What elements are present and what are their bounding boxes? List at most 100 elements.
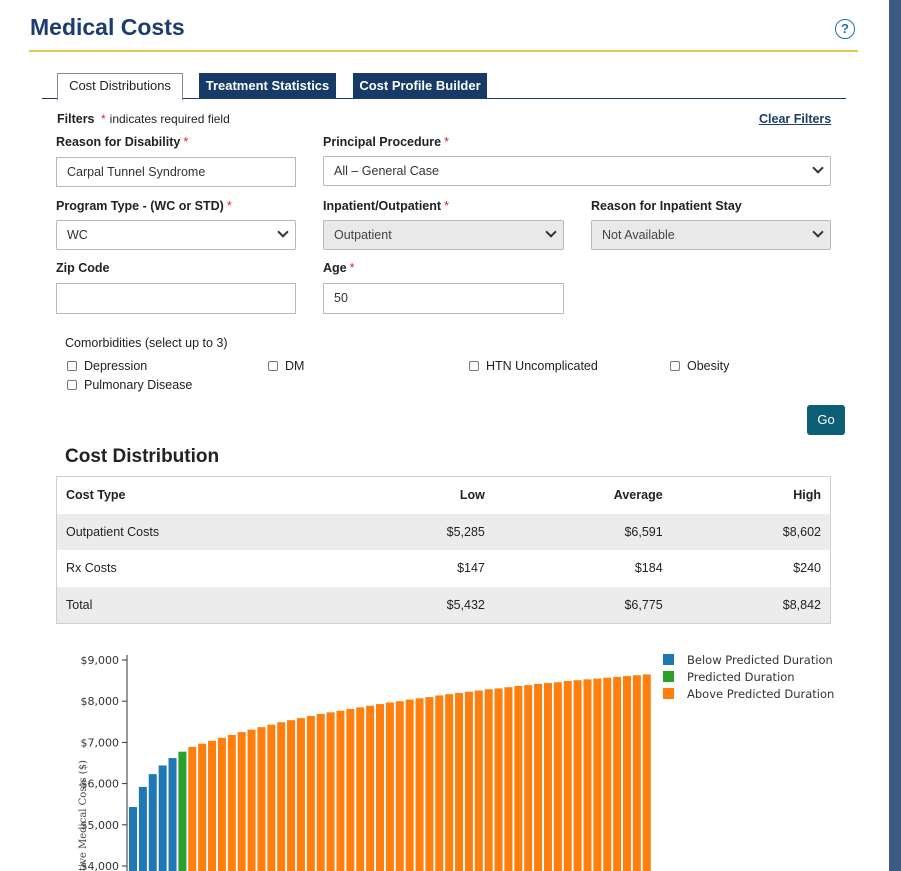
chart-bar: [534, 683, 543, 871]
required-marker: *: [183, 135, 189, 149]
chevron-down-icon: [812, 162, 824, 174]
comorbidity-pulmonary-disease[interactable]: Pulmonary Disease: [67, 378, 192, 392]
required-note-text: indicates required field: [109, 112, 230, 126]
program-type-select[interactable]: WC: [56, 220, 296, 250]
y-axis: $9,000 $8,000 $7,000 $6,000 $5,000 $4,000: [81, 654, 128, 871]
y-tick-label: $4,000: [81, 860, 120, 871]
chart-bar: [632, 675, 641, 871]
chart-bar: [573, 680, 582, 871]
clear-filters-link[interactable]: Clear Filters: [759, 112, 832, 126]
comorbidities-label: Comorbidities (select up to 3): [65, 336, 228, 350]
comorbidity-depression[interactable]: Depression: [67, 359, 147, 373]
chart-bar: [514, 685, 523, 871]
checkbox[interactable]: [469, 361, 479, 371]
legend-swatch-predicted: [663, 671, 674, 682]
chevron-down-icon: [277, 226, 289, 238]
tab-cost-distributions[interactable]: Cost Distributions: [57, 73, 183, 100]
filters-heading: Filters: [57, 112, 95, 126]
chart-bar: [603, 677, 612, 871]
table-cell: $8,602: [671, 513, 831, 550]
checkbox[interactable]: [670, 361, 680, 371]
chart-bar: [217, 737, 226, 871]
reason-inpatient-stay-value: Not Available: [602, 228, 675, 242]
chart-bar: [306, 716, 315, 871]
chart-bar: [168, 758, 177, 871]
principal-procedure-value: All – General Case: [334, 164, 439, 178]
reason-inpatient-stay-select[interactable]: Not Available: [591, 220, 831, 250]
cost-distribution-chart: $9,000 $8,000 $7,000 $6,000 $5,000 $4,000 tiv…: [78, 654, 651, 871]
comorbidity-obesity[interactable]: Obesity: [670, 359, 729, 373]
chevron-down-icon: [812, 226, 824, 238]
required-marker: *: [349, 261, 355, 275]
zip-code-input[interactable]: [56, 283, 296, 314]
chart-bar: [326, 712, 335, 871]
table-cell: Total: [56, 586, 317, 623]
chart-bar: [277, 722, 286, 871]
chart-bar: [395, 701, 404, 871]
legend-swatch-above: [663, 688, 674, 699]
tab-treatment-statistics[interactable]: Treatment Statistics: [199, 73, 336, 99]
chart-bar: [455, 692, 464, 871]
chart-bar: [178, 751, 187, 871]
chart-bar: [494, 688, 503, 871]
inpatient-outpatient-label-text: Inpatient/Outpatient: [323, 199, 442, 213]
checkbox[interactable]: [67, 380, 77, 390]
principal-procedure-label: Principal Procedure *: [323, 135, 449, 149]
chart-bar: [563, 681, 572, 871]
legend-label: Below Predicted Duration: [687, 653, 833, 667]
chart-bar: [129, 807, 137, 871]
chart-bar: [247, 729, 256, 871]
table-cell: $8,842: [671, 586, 831, 623]
chart-bar: [287, 720, 296, 871]
legend-label: Predicted Duration: [687, 670, 795, 684]
age-input[interactable]: 50: [323, 283, 564, 314]
chart-bar: [583, 679, 592, 871]
checkbox-label: Depression: [84, 359, 148, 373]
table-cell: $147: [457, 561, 485, 576]
program-type-label: Program Type - (WC or STD) *: [56, 199, 232, 213]
required-note: * indicates required field: [101, 112, 230, 126]
chart-bar: [484, 689, 493, 871]
bars: [129, 674, 651, 871]
chart-bar: [237, 732, 246, 871]
cost-distribution-table: Cost Type Low Average High Outpatient Co…: [56, 476, 831, 624]
legend-item-predicted: Predicted Duration: [663, 671, 834, 688]
chart-bar: [336, 710, 345, 871]
go-button[interactable]: Go: [807, 405, 845, 435]
chart-bar: [415, 698, 424, 871]
comorbidity-dm[interactable]: DM: [268, 359, 304, 373]
table-cell: $5,285: [316, 513, 494, 550]
chart-bar: [267, 724, 276, 871]
checkbox[interactable]: [67, 361, 77, 371]
help-icon[interactable]: ?: [835, 19, 855, 39]
y-tick-label: $6,000: [81, 778, 120, 791]
table-row: Rx Costs $147 $184 $240: [57, 550, 831, 587]
program-type-label-text: Program Type - (WC or STD): [56, 199, 224, 213]
legend-label: Above Predicted Duration: [687, 687, 835, 701]
chart-bar: [385, 702, 394, 871]
chart-bar: [227, 734, 236, 871]
principal-procedure-select[interactable]: All – General Case: [323, 156, 831, 186]
chart-bar: [613, 676, 622, 871]
chart-bar: [346, 709, 355, 871]
chart-bar: [188, 746, 197, 871]
tab-cost-profile-builder[interactable]: Cost Profile Builder: [353, 73, 487, 99]
page-title: Medical Costs: [30, 14, 185, 40]
y-tick-label: $9,000: [81, 654, 120, 667]
reason-for-disability-input[interactable]: Carpal Tunnel Syndrome: [56, 157, 296, 187]
comorbidity-htn-uncomplicated[interactable]: HTN Uncomplicated: [469, 359, 598, 373]
inpatient-outpatient-select[interactable]: Outpatient: [323, 220, 564, 250]
y-tick-label: $7,000: [81, 736, 120, 749]
inpatient-outpatient-label: Inpatient/Outpatient *: [323, 199, 449, 213]
checkbox[interactable]: [268, 361, 278, 371]
chart-bar: [316, 713, 325, 871]
y-axis-label: tive Medical Costs ($): [78, 760, 89, 871]
reason-for-disability-label: Reason for Disability *: [56, 135, 188, 149]
table-row: Outpatient Costs $5,285 $6,591 $8,602: [56, 513, 831, 550]
checkbox-label: Obesity: [687, 359, 730, 373]
required-marker: *: [226, 199, 232, 213]
chart-bar: [148, 774, 157, 871]
table-cell: $240: [793, 561, 821, 576]
chart-bar: [553, 682, 562, 871]
age-label: Age *: [323, 261, 355, 275]
